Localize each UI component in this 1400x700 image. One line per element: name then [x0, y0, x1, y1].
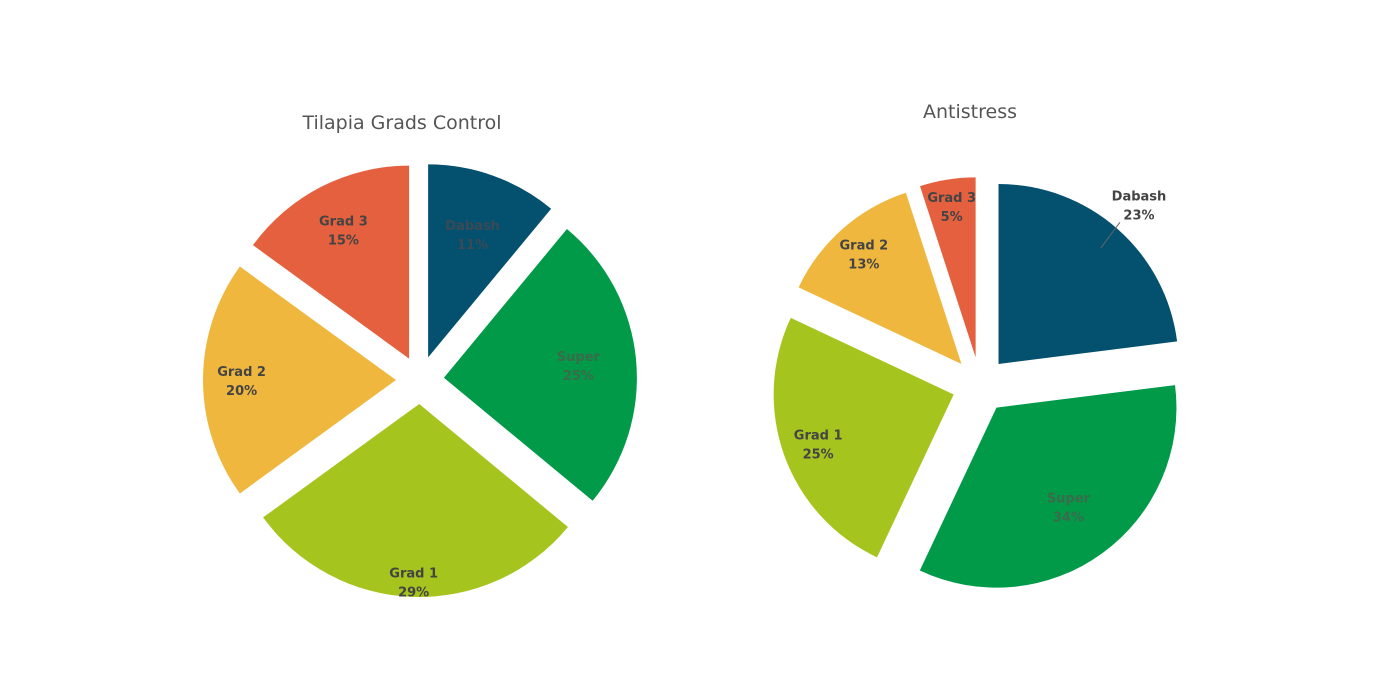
- slice-label: Grad 3: [319, 215, 368, 230]
- slice-label: Super: [557, 350, 601, 365]
- slice-value-label: 25%: [803, 447, 834, 462]
- pie-slice-dabash: [428, 164, 552, 358]
- pie-chart-right: Dabash 23% Super 34% Grad 1 25% Grad 2 13% Grad …: [773, 177, 1178, 588]
- chart-title-right: Antistress: [923, 101, 1017, 123]
- slice-value-label: 13%: [848, 257, 879, 272]
- pie-slice-grad-2: [203, 266, 396, 494]
- pie-slice-grad-2: [798, 192, 962, 364]
- chart-title-left: Tilapia Grads Control: [302, 112, 502, 134]
- pie-slice-grad-3: [919, 177, 976, 358]
- slice-value-label: 15%: [328, 234, 359, 249]
- pie-slice-super: [443, 229, 637, 501]
- slice-value-label: 20%: [226, 384, 257, 399]
- slice-label: Dabash: [445, 219, 500, 234]
- slice-label: Grad 3: [927, 191, 976, 206]
- pie-slice-grad-1: [773, 317, 954, 558]
- pie-slice-super: [919, 385, 1177, 588]
- slice-value-label: 5%: [941, 210, 963, 225]
- slice-value-label: 25%: [563, 369, 594, 384]
- leader-line: [1100, 221, 1121, 249]
- slice-label: Grad 1: [794, 428, 843, 443]
- pie-slice-grad-3: [252, 165, 410, 359]
- slice-label: Grad 2: [840, 238, 889, 253]
- slice-label: Grad 1: [389, 566, 438, 581]
- slice-label: Grad 2: [217, 365, 266, 380]
- slice-value-label: 29%: [398, 585, 429, 600]
- slice-label: Super: [1047, 492, 1091, 507]
- pie-slice-dabash: [998, 183, 1178, 364]
- pie-slice-grad-1: [263, 403, 568, 597]
- slice-value-label: 34%: [1053, 511, 1084, 526]
- pie-chart-left: Dabash 11% Super 25% Grad 1 29% Grad 2 20% Grad …: [203, 164, 637, 600]
- slice-value-label: 23%: [1123, 209, 1154, 224]
- slice-value-label: 11%: [457, 238, 488, 253]
- slice-label: Dabash: [1112, 190, 1167, 205]
